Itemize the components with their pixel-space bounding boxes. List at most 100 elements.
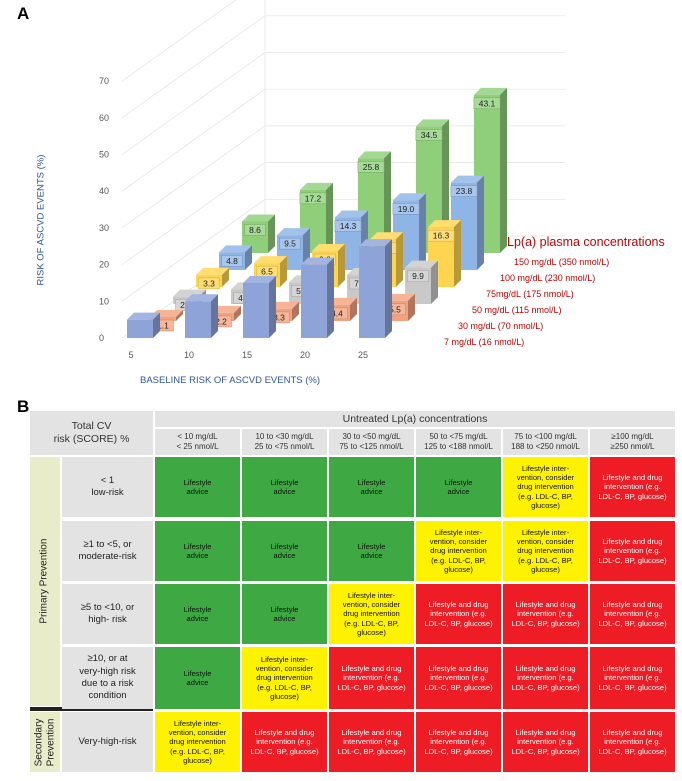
data-label-box — [279, 237, 301, 250]
recommendation-cell: Lifestyle and drug intervention (e.g. LDL-… — [590, 712, 675, 772]
data-label: 4.8 — [226, 256, 238, 266]
recommendation-cell: Lifestyle advice — [242, 457, 327, 517]
data-label-box — [415, 129, 443, 141]
recommendation-cell: Lifestyle inter-vention, consider drug in… — [503, 521, 588, 581]
data-label: 9.9 — [412, 271, 424, 281]
recommendation-cell: Lifestyle and drug intervention (e.g. LDL-… — [590, 647, 675, 709]
super-header: Untreated Lp(a) concentrations — [155, 411, 675, 427]
recommendation-cell: Lifestyle and drug intervention (e.g. LDL-… — [329, 647, 414, 709]
group-label-secondary: Secondary Prevention — [30, 712, 60, 772]
data-label: 43.1 — [479, 98, 496, 108]
table-corner-header: Total CV risk (SCORE) % — [30, 411, 153, 455]
y-tick-label: 20 — [99, 260, 109, 270]
bar — [359, 239, 392, 338]
legend-item: 75mg/dL (175 nmol/L) — [486, 289, 574, 299]
x-tick-label: 25 — [358, 350, 368, 360]
column-header: 50 to <75 mg/dL 125 to <188 nmol/L — [416, 429, 501, 455]
y-tick-label: 70 — [99, 76, 109, 86]
data-label-box — [407, 270, 429, 282]
data-label: 4.4 — [331, 308, 343, 318]
panel-b-label: B — [17, 397, 30, 416]
recommendation-cell: Lifestyle and drug intervention (e.g. LDL-… — [242, 712, 327, 772]
data-label: 6.5 — [261, 267, 273, 277]
data-label-box — [299, 192, 327, 205]
row-label: < 1 low-risk — [62, 457, 153, 517]
x-axis-label: BASELINE RISK OF ASCVD EVENTS (%) — [140, 375, 321, 386]
x-tick-label: 20 — [300, 350, 310, 360]
recommendation-cell: Lifestyle inter-vention, consider drug in… — [155, 712, 240, 772]
data-label-box — [473, 97, 501, 110]
data-label-box — [198, 277, 220, 290]
recommendation-cell: Lifestyle advice — [329, 457, 414, 517]
data-label: 3.3 — [203, 278, 215, 288]
bar — [185, 294, 218, 338]
recommendation-cell: Lifestyle advice — [155, 521, 240, 581]
bar — [243, 275, 276, 338]
y-tick-label: 10 — [99, 296, 109, 306]
recommendation-cell: Lifestyle inter-vention, consider drug in… — [416, 521, 501, 581]
row-label: ≥1 to <5, or moderate-risk — [62, 521, 153, 581]
recommendation-cell: Lifestyle and drug intervention (e.g. LDL-… — [590, 521, 675, 581]
recommendation-cell: Lifestyle inter-vention, consider drug in… — [242, 647, 327, 709]
recommendation-cell: Lifestyle and drug intervention (e.g. LDL-… — [416, 647, 501, 709]
recommendation-cell: Lifestyle and drug intervention (e.g. LDL-… — [503, 647, 588, 709]
recommendation-cell: Lifestyle advice — [155, 457, 240, 517]
y-tick-label: 40 — [99, 186, 109, 196]
data-label: 2.2 — [215, 316, 227, 326]
data-label-box — [427, 229, 455, 242]
recommendation-cell: Lifestyle and drug intervention (e.g. LDL-… — [503, 584, 588, 644]
legend-item: 100 mg/dL (230 nmol/L) — [500, 273, 596, 283]
bar — [127, 312, 160, 338]
row-label: Very-high-risk — [62, 712, 153, 772]
group-label-primary: Primary Prevention — [30, 457, 60, 706]
y-axis-label: RISK OF ASCVD EVENTS (%) — [35, 154, 47, 286]
legend-item: 30 mg/dL (70 nmol/L) — [458, 321, 544, 331]
column-header: ≥100 mg/dL ≥250 nmol/L — [590, 429, 675, 455]
data-label: 25.8 — [363, 162, 380, 172]
recommendation-cell: Lifestyle advice — [329, 521, 414, 581]
recommendation-cell: Lifestyle and drug intervention (e.g. LDL-… — [590, 584, 675, 644]
legend-title: Lp(a) plasma concentrations — [507, 235, 665, 249]
column-header: < 10 mg/dL < 25 nmol/L — [155, 429, 240, 455]
data-label-box — [334, 220, 362, 232]
legend-item: 7 mg/dL (16 nmol/L) — [444, 337, 525, 347]
data-label-box — [450, 185, 478, 197]
data-label-box — [244, 224, 266, 236]
lpa-management-table: Total CV risk (SCORE) % Untreated Lp(a) co… — [30, 411, 678, 772]
bar — [301, 257, 334, 338]
y-tick-label: 60 — [99, 113, 109, 123]
data-label: 8.6 — [249, 225, 261, 235]
recommendation-cell: Lifestyle inter-vention, consider drug in… — [329, 584, 414, 644]
data-label: 23.8 — [456, 186, 473, 196]
data-label: 14.3 — [340, 221, 357, 231]
recommendation-cell: Lifestyle and drug intervention (e.g. LDL-… — [503, 712, 588, 772]
data-label: 3.3 — [273, 312, 285, 322]
group-divider — [30, 707, 153, 711]
recommendation-cell: Lifestyle and drug intervention (e.g. LDL-… — [416, 712, 501, 772]
x-tick-label: 5 — [128, 350, 133, 360]
data-label: 1.1 — [157, 320, 169, 330]
row-label: ≥5 to <10, or high- risk — [62, 584, 153, 644]
data-label: 17.2 — [305, 193, 322, 203]
x-tick-label: 15 — [242, 350, 252, 360]
data-label: 34.5 — [421, 130, 438, 140]
recommendation-cell: Lifestyle advice — [242, 521, 327, 581]
data-label: 19.0 — [398, 204, 415, 214]
recommendation-cell: Lifestyle advice — [155, 584, 240, 644]
column-header: 75 to <100 mg/dL 188 to <250 nmol/L — [503, 429, 588, 455]
y-tick-label: 30 — [99, 223, 109, 233]
recommendation-cell: Lifestyle advice — [416, 457, 501, 517]
data-label: 16.3 — [433, 231, 450, 241]
y-tick-label: 0 — [99, 333, 104, 343]
y-tick-label: 50 — [99, 150, 109, 160]
data-label: 5.5 — [389, 304, 401, 314]
data-label: 9.5 — [284, 239, 296, 249]
column-header: 10 to <30 mg/dL 25 to <75 nmol/L — [242, 429, 327, 455]
column-header: 30 to <50 mg/dL 75 to <125 nmol/L — [329, 429, 414, 455]
legend-item: 150 mg/dL (350 nmol/L) — [514, 257, 610, 267]
recommendation-cell: Lifestyle advice — [155, 647, 240, 709]
x-tick-label: 10 — [184, 350, 194, 360]
risk-3d-bar-chart: 0 10 20 30 40 50 60 70 8.6 17.2 25.8 34.5 43.1 4.8 9.5… — [99, 0, 565, 360]
recommendation-cell: Lifestyle and drug intervention (e.g. LDL-… — [590, 457, 675, 517]
recommendation-cell: Lifestyle and drug intervention (e.g. LDL-… — [416, 584, 501, 644]
